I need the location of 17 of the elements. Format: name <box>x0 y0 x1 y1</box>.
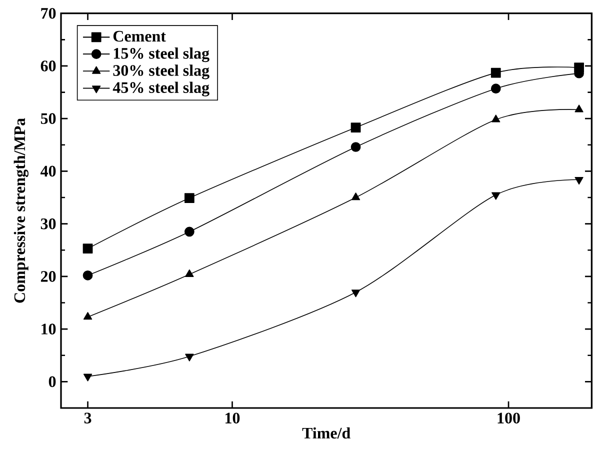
y-tick-label: 50 <box>40 113 56 124</box>
legend-label: 45% steel slag <box>112 82 210 96</box>
legend-label: 30% steel slag <box>113 64 210 80</box>
y-tick-label: 60 <box>40 60 56 72</box>
x-tick-label: 100 <box>498 412 520 424</box>
y-tick-label: 10 <box>42 324 56 334</box>
y-axis-title: Compressive strength/MPa <box>14 118 28 303</box>
y-tick-label: 0 <box>48 376 56 388</box>
legend-label: Cement <box>113 30 166 42</box>
y-tick-label: 70 <box>41 8 56 19</box>
x-tick-label: 3 <box>84 412 92 424</box>
x-tick-label: 10 <box>226 412 240 424</box>
legend-label: 15% steel slag <box>114 48 210 62</box>
x-axis-title: Time/d <box>302 427 350 439</box>
y-tick-label: 40 <box>40 166 56 177</box>
y-tick-label: 20 <box>40 271 56 282</box>
y-tick-label: 30 <box>40 218 56 230</box>
